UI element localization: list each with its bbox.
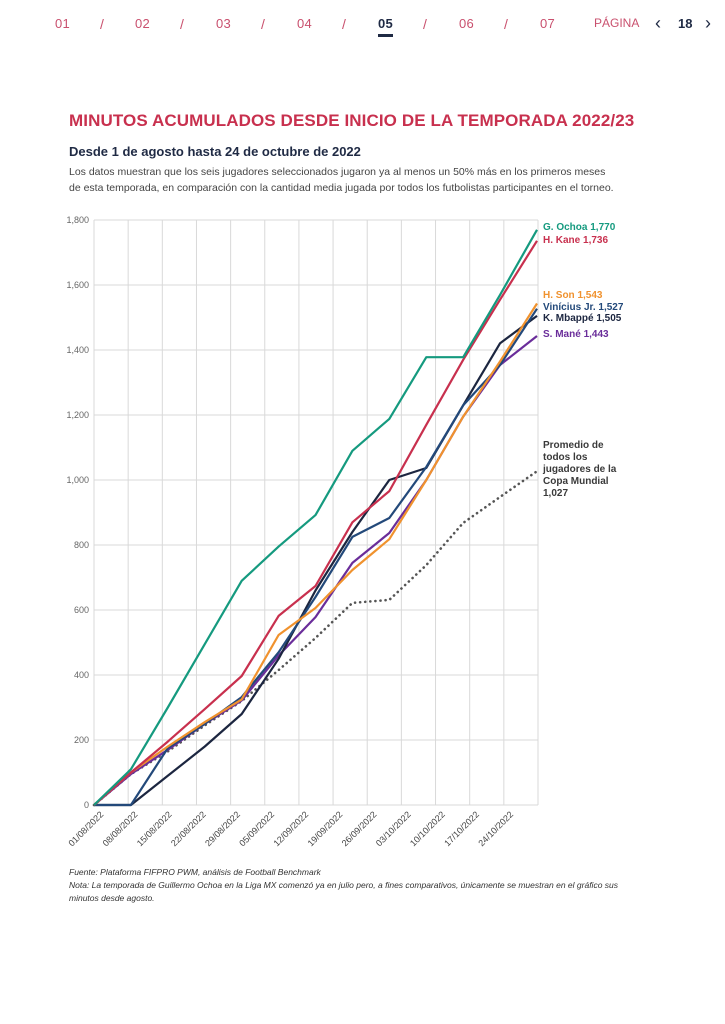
series-end-label: H. Son 1,543 [543, 290, 603, 301]
nav-separator: / [342, 16, 346, 32]
nav-section-07[interactable]: 07 [540, 16, 556, 31]
average-label-line: todos los [543, 452, 588, 463]
page-label: PÁGINA [594, 16, 640, 30]
y-tick-label: 1,000 [66, 475, 89, 485]
average-label-line: Promedio de [543, 440, 604, 451]
y-tick-label: 0 [84, 800, 89, 810]
nav-separator: / [180, 16, 184, 32]
series-end-label: Vinícius Jr. 1,527 [543, 302, 624, 313]
source-note: Fuente: Plataforma FIFPRO PWM, análisis … [69, 867, 321, 877]
series-line-vin-cius-jr [94, 308, 538, 807]
nav-section-03[interactable]: 03 [216, 16, 232, 31]
series-line-h-kane [93, 240, 538, 806]
series-line-g-ochoa [93, 229, 538, 806]
x-tick-label: 10/10/2022 [408, 809, 447, 848]
y-tick-label: 200 [74, 735, 89, 745]
x-tick-label: 26/09/2022 [340, 809, 379, 848]
x-tick-label: 24/10/2022 [476, 809, 515, 848]
x-tick-label: 19/09/2022 [306, 809, 345, 848]
series-end-label: K. Mbappé 1,505 [543, 313, 622, 324]
y-tick-label: 400 [74, 670, 89, 680]
nav-section-05[interactable]: 05 [378, 16, 394, 37]
x-tick-label: 17/10/2022 [442, 809, 481, 848]
nav-separator: / [261, 16, 265, 32]
x-tick-label: 03/10/2022 [374, 809, 413, 848]
line-chart: 0 200 400 600 800 1,000 1,200 1,400 1,600 1,800 01… [66, 215, 624, 848]
nav-section-06[interactable]: 06 [459, 16, 475, 31]
y-tick-label: 1,600 [66, 280, 89, 290]
y-tick-label: 1,200 [66, 410, 89, 420]
series-line-k-mbapp [94, 315, 538, 807]
nav-section-02[interactable]: 02 [135, 16, 151, 31]
nav-section-04[interactable]: 04 [297, 16, 313, 31]
chart-title: MINUTOS ACUMULADOS DESDE INICIO DE LA TE… [69, 111, 635, 130]
series-line-h-son [93, 302, 538, 806]
y-tick-label: 800 [74, 540, 89, 550]
average-label-line: 1,027 [543, 488, 568, 499]
y-tick-label: 600 [74, 605, 89, 615]
footnote: Nota: La temporada de Guillermo Ochoa en… [69, 880, 619, 903]
average-label-line: Copa Mundial [543, 476, 609, 487]
section-navigation: 01 / 02 / 03 / 04 / 05 / 06 / 07 PÁGINA ‹ 18 › [0, 13, 725, 40]
average-label-line: jugadores de la [542, 464, 617, 475]
y-tick-label: 1,400 [66, 345, 89, 355]
series-end-label: G. Ochoa 1,770 [543, 222, 616, 233]
x-tick-label: 05/09/2022 [237, 809, 276, 848]
nav-section-01[interactable]: 01 [55, 16, 71, 31]
x-tick-label: 01/08/2022 [66, 809, 105, 848]
x-tick-label: 22/08/2022 [169, 809, 208, 848]
chart-subtitle: Desde 1 de agosto hasta 24 de octubre de… [69, 144, 361, 159]
x-tick-label: 15/08/2022 [135, 809, 174, 848]
chevron-right-icon[interactable]: › [705, 13, 711, 33]
nav-separator: / [504, 16, 508, 32]
nav-separator: / [423, 16, 427, 32]
x-tick-label: 08/08/2022 [101, 809, 140, 848]
series-line-promedio-de-todos-los-jugadores-de-la-copa-mundial [92, 469, 539, 807]
x-tick-label: 29/08/2022 [203, 809, 242, 848]
y-tick-label: 1,800 [66, 215, 89, 225]
chart-description: Los datos muestran que los seis jugadore… [69, 166, 614, 194]
nav-separator: / [100, 16, 104, 32]
x-tick-label: 12/09/2022 [271, 809, 310, 848]
chevron-left-icon[interactable]: ‹ [655, 13, 661, 33]
series-end-label: S. Mané 1,443 [543, 329, 609, 340]
page-number: 18 [678, 16, 693, 31]
series-end-label: H. Kane 1,736 [543, 235, 608, 246]
